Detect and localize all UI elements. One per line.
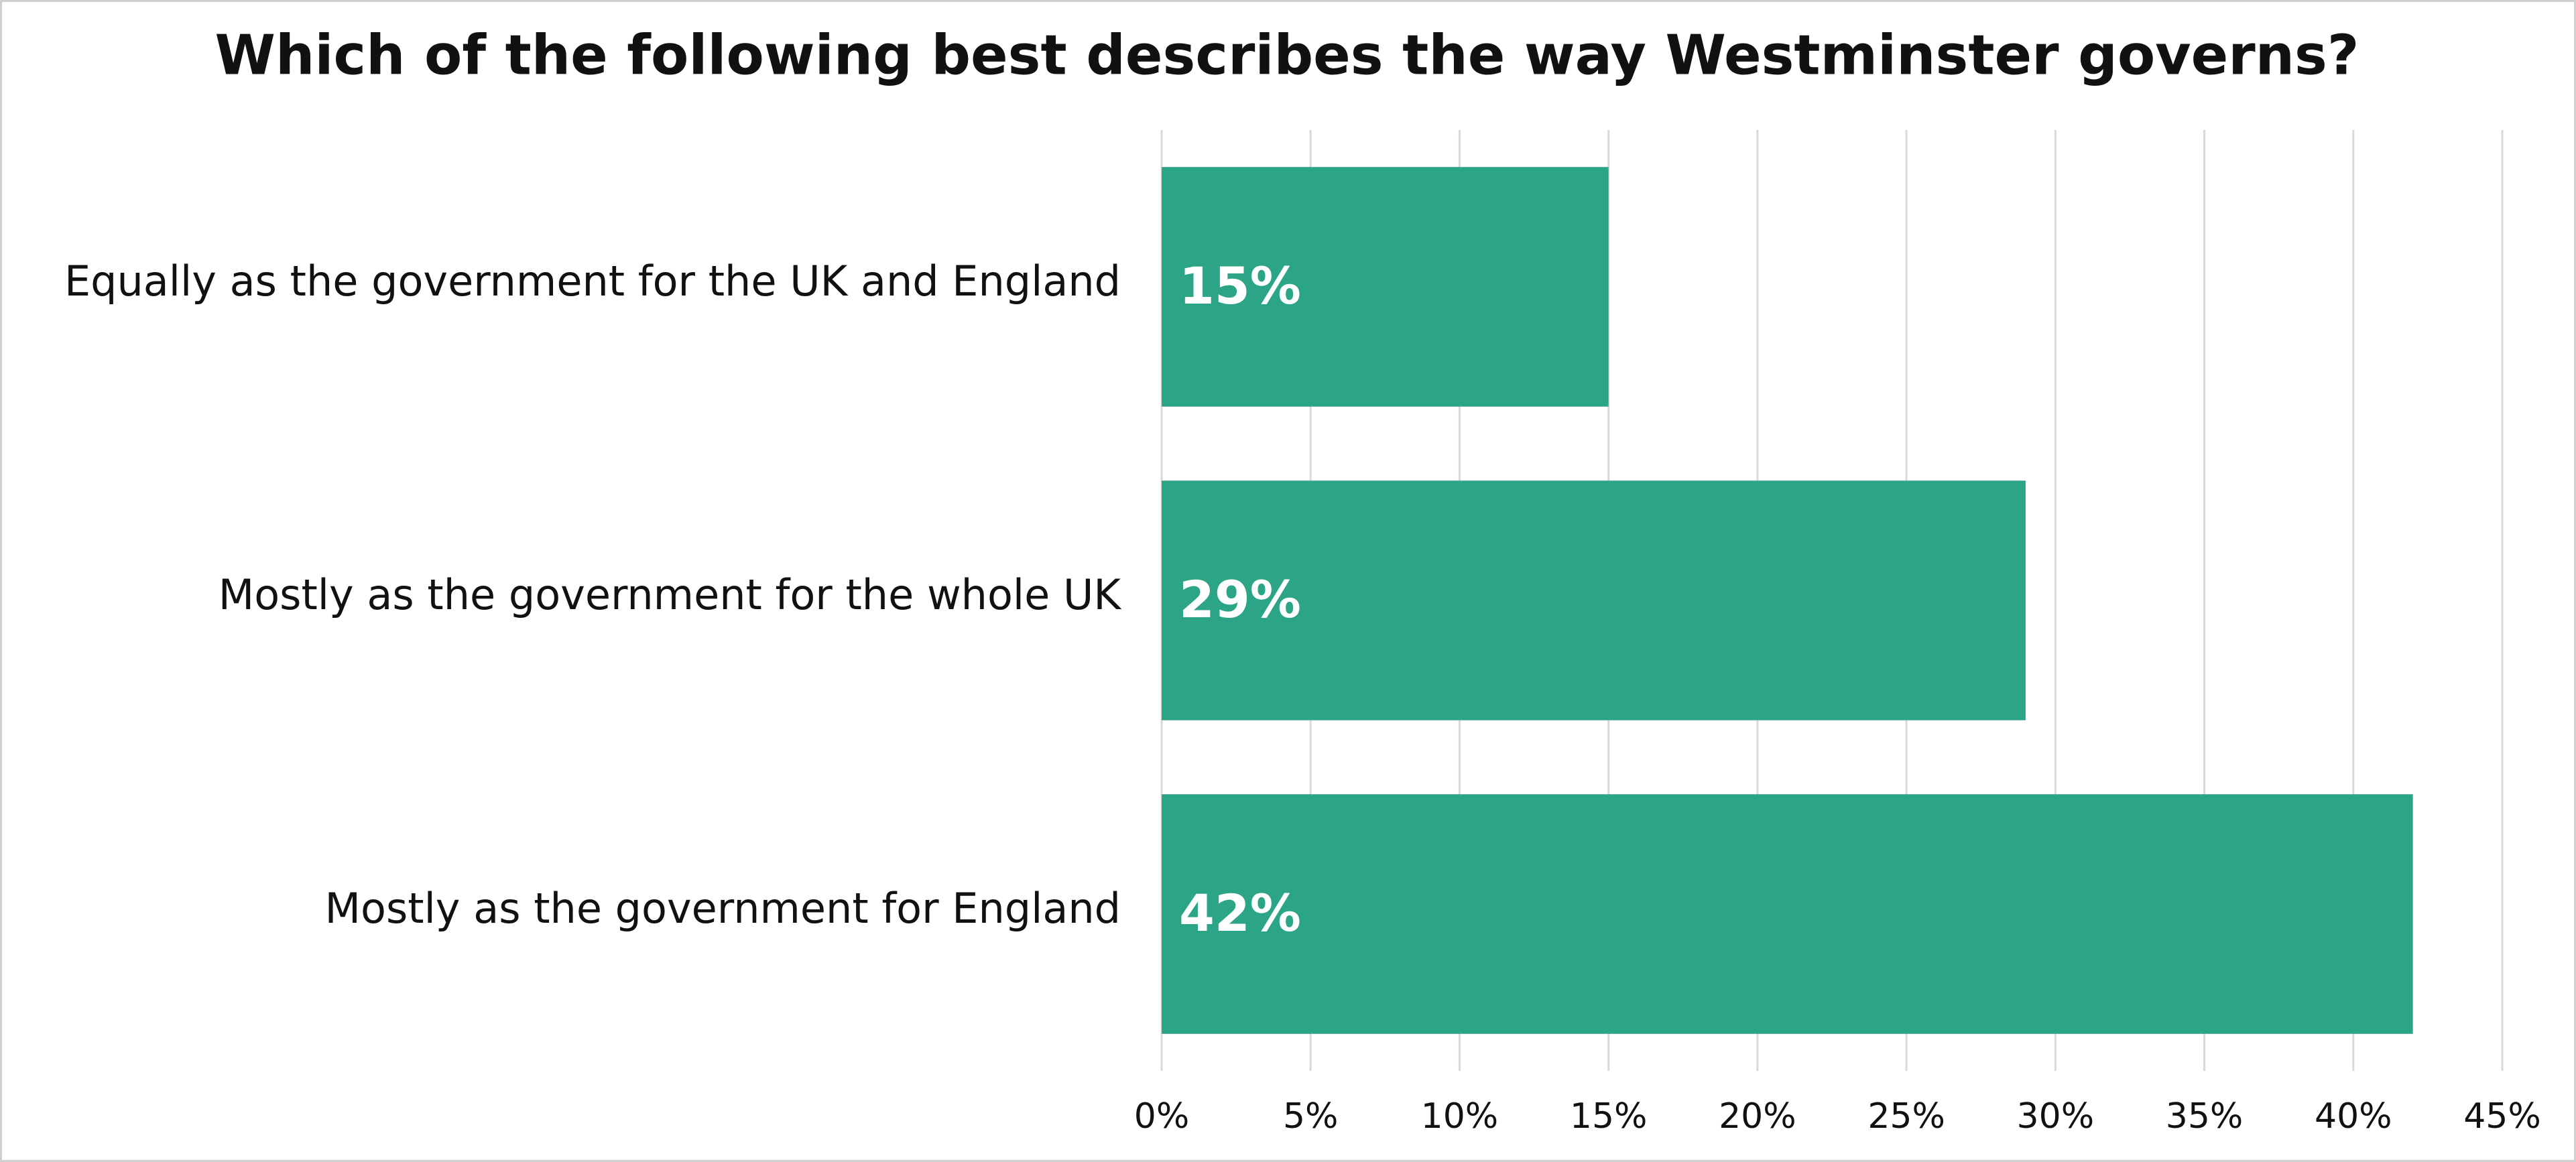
- bar: [1162, 167, 1609, 407]
- x-tick-label: 10%: [1421, 1096, 1499, 1137]
- category-label: Equally as the government for the UK and…: [64, 257, 1121, 306]
- x-tick-label: 20%: [1719, 1096, 1796, 1137]
- x-tick-label: 15%: [1570, 1096, 1648, 1137]
- x-tick-label: 40%: [2315, 1096, 2392, 1137]
- bar: [1162, 480, 2026, 720]
- x-tick-label: 0%: [1134, 1096, 1190, 1137]
- value-label: 29%: [1179, 570, 1301, 629]
- category-label: Mostly as the government for the whole U…: [219, 570, 1122, 619]
- x-tick-label: 25%: [1867, 1096, 1945, 1137]
- category-label: Mostly as the government for England: [325, 884, 1121, 933]
- x-tick-label: 30%: [2017, 1096, 2095, 1137]
- bar: [1162, 794, 2413, 1034]
- value-label: 42%: [1179, 883, 1301, 943]
- value-label: 15%: [1179, 256, 1301, 316]
- x-tick-label: 35%: [2166, 1096, 2244, 1137]
- x-tick-label: 45%: [2463, 1096, 2541, 1137]
- chart-title: Which of the following best describes th…: [215, 23, 2359, 87]
- x-tick-label: 5%: [1283, 1096, 1339, 1137]
